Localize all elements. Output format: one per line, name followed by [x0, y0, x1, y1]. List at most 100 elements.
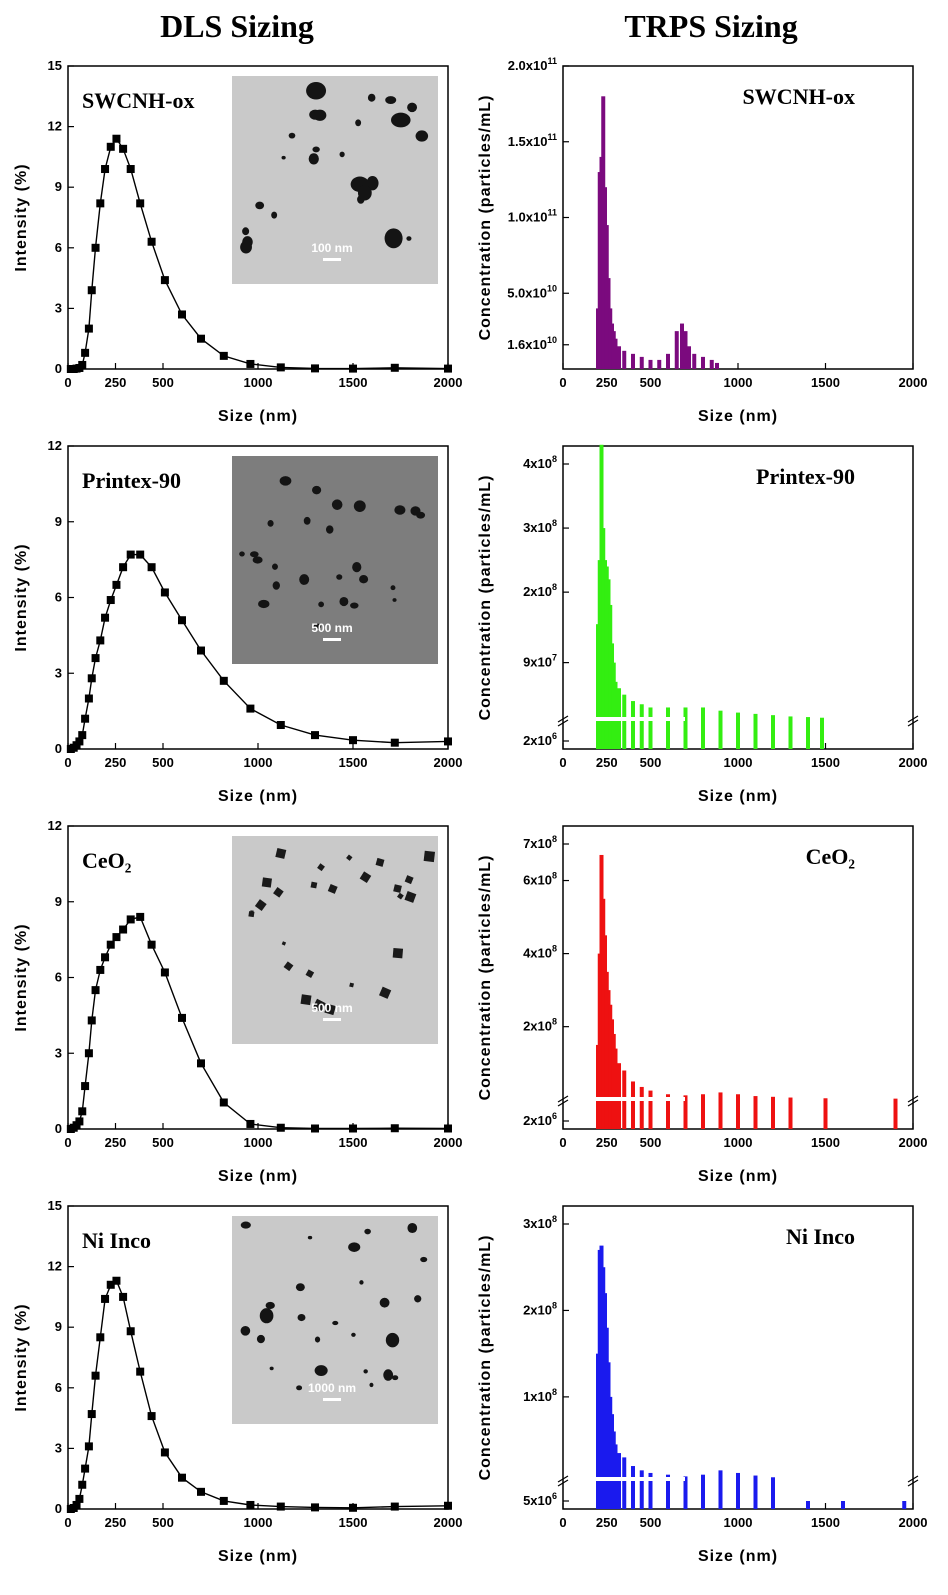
- dls-data-point: [75, 737, 84, 746]
- tem-micrograph-inset: 500 nm: [232, 836, 438, 1044]
- y-tick-label: 1x108: [523, 1387, 557, 1404]
- x-tick-label: 2000: [434, 1515, 463, 1530]
- dls-data-point: [84, 1442, 93, 1451]
- dls-data-point: [78, 360, 87, 369]
- trps-bar: [613, 681, 618, 749]
- inset-particle: [240, 1326, 251, 1336]
- y-tick-label: 9x107: [523, 653, 557, 670]
- dls-data-point: [78, 1107, 87, 1116]
- y-tick-label: 6x108: [523, 871, 557, 888]
- sample-label: Printex-90: [756, 464, 855, 489]
- dls-data-point: [160, 276, 169, 285]
- dls-panel-2: 0 3 6 9 12 0 250 500 1000 1500 2000 Size (nm) Intens…: [13, 438, 462, 805]
- scale-bar-label: 1000 nm: [308, 1381, 356, 1395]
- inset-particle: [312, 146, 320, 153]
- dls-data-point: [112, 580, 121, 589]
- dls-data-point: [349, 364, 357, 373]
- trps-bar: [736, 1472, 740, 1509]
- inset-particle: [390, 112, 411, 128]
- trps-bar: [736, 1094, 740, 1129]
- axis-break-gap: [585, 1477, 685, 1481]
- dls-data-point: [78, 731, 87, 740]
- dls-data-point: [101, 953, 110, 962]
- dls-data-point: [101, 1294, 110, 1303]
- dls-data-point: [81, 714, 90, 723]
- y-tick-label: 2x108: [523, 1017, 557, 1034]
- y-axis-label: Intensity (%): [13, 1303, 30, 1411]
- inset-particle: [279, 476, 292, 486]
- dls-data-point: [91, 1371, 100, 1380]
- y-tick-label: 3: [55, 1045, 62, 1060]
- dls-data-point: [276, 721, 285, 730]
- trps-bar: [631, 701, 635, 749]
- inset-particle: [252, 556, 263, 564]
- inset-particle: [393, 884, 402, 893]
- dls-data-point: [91, 243, 100, 252]
- inset-particle: [385, 1332, 400, 1348]
- y-tick-label: 2x106: [523, 1111, 557, 1128]
- trps-bar: [753, 713, 758, 749]
- inset-particle: [349, 982, 355, 988]
- inset-particle: [299, 574, 310, 585]
- y-tick-label: 6: [55, 970, 62, 985]
- dls-panel-1: 0 3 6 9 12 15 0 250 500 1000 1500 2000 Size (nm) Inte…: [13, 58, 462, 425]
- y-tick-label: 3: [55, 300, 62, 315]
- dls-data-point: [246, 704, 255, 713]
- dls-data-point: [276, 1502, 285, 1511]
- x-tick-label: 2000: [434, 375, 463, 390]
- x-tick-label: 250: [596, 1135, 618, 1150]
- trps-bar: [631, 1081, 635, 1129]
- y-tick-label: 3: [55, 665, 62, 680]
- x-tick-label: 2000: [899, 375, 928, 390]
- inset-particle: [300, 994, 312, 1006]
- trps-bar: [617, 1063, 621, 1129]
- axis-break-mark: [557, 1479, 569, 1487]
- trps-plot-frame: [562, 65, 914, 370]
- trps-bar: [639, 356, 644, 369]
- inset-particle: [303, 516, 311, 525]
- x-tick-label: 1000: [724, 375, 753, 390]
- x-tick-label: 1000: [724, 1515, 753, 1530]
- dls-data-point: [87, 1410, 96, 1419]
- trps-bar: [718, 710, 723, 749]
- trps-bar: [683, 707, 688, 749]
- y-tick-label: 5x106: [523, 1491, 557, 1508]
- trps-bar: [680, 323, 684, 369]
- inset-particle: [353, 500, 366, 513]
- dls-data-point: [390, 1502, 399, 1511]
- y-tick-label: 0: [55, 741, 62, 756]
- trps-bar: [753, 1475, 758, 1509]
- x-tick-label: 500: [152, 1135, 174, 1150]
- trps-bar: [718, 1470, 723, 1509]
- sample-label: SWCNH-ox: [82, 88, 194, 113]
- dls-panel-4: 0 3 6 9 12 15 0 250 500 1000 1500 2000 Size (nm) Inte…: [13, 1198, 462, 1565]
- axis-break-mark: [557, 719, 569, 727]
- x-tick-label: 0: [559, 375, 566, 390]
- trps-bar: [753, 1096, 758, 1129]
- trps-bar: [613, 1048, 618, 1129]
- trps-bar: [692, 353, 697, 369]
- inset-particle: [306, 81, 327, 100]
- inset-particle: [390, 585, 396, 591]
- dls-data-point: [349, 1503, 357, 1512]
- inset-particle: [324, 1003, 336, 1016]
- dls-data-point: [112, 134, 121, 143]
- inset-particle: [366, 176, 379, 191]
- trps-bar: [639, 1470, 644, 1509]
- y-axis-label: Concentration (particles/mL): [477, 1235, 494, 1481]
- inset-particle: [359, 574, 369, 584]
- x-tick-label: 2000: [899, 1515, 928, 1530]
- inset-particle: [332, 1320, 339, 1326]
- y-axis-label: Concentration (particles/mL): [477, 855, 494, 1101]
- dls-data-point: [349, 736, 357, 745]
- x-tick-label: 500: [152, 1515, 174, 1530]
- axis-break-mark: [907, 719, 919, 727]
- y-tick-label: 9: [55, 894, 62, 909]
- inset-particle: [359, 1280, 364, 1285]
- x-tick-label: 1500: [811, 375, 840, 390]
- dls-data-point: [147, 940, 156, 949]
- scale-bar-label: 100 nm: [311, 241, 352, 255]
- dls-data-point: [75, 1494, 84, 1503]
- x-axis-label: Size (nm): [218, 788, 298, 805]
- trps-bar: [709, 359, 714, 369]
